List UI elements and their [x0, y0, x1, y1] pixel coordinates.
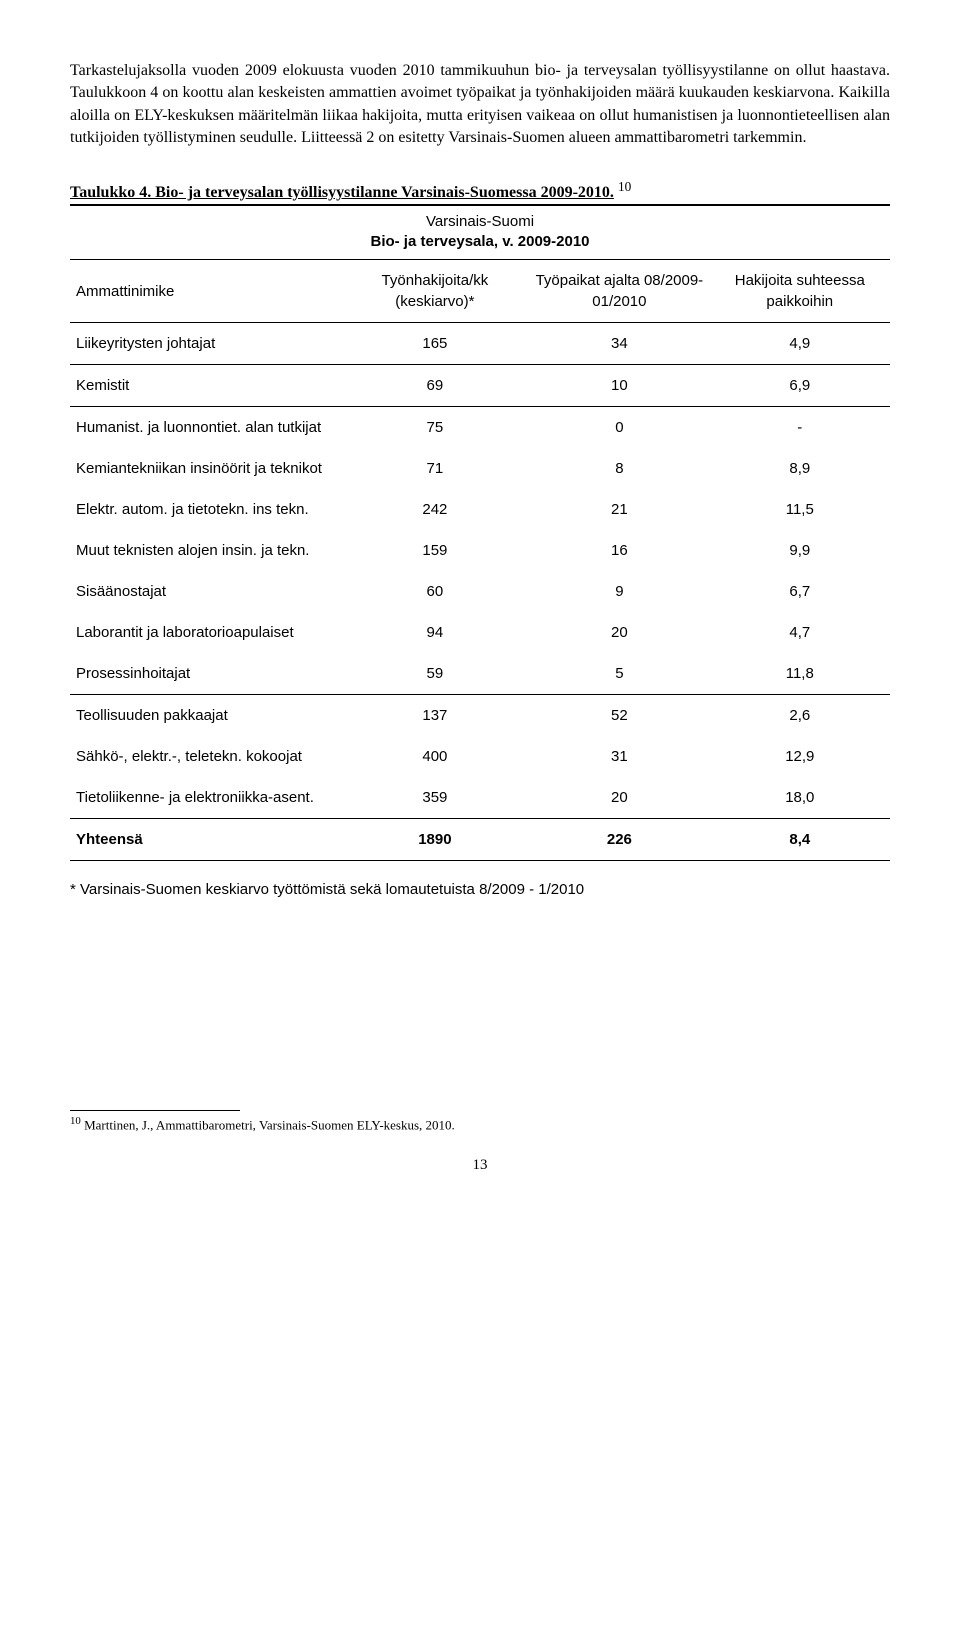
header-col1: Ammattinimike — [70, 260, 341, 323]
cell-v2: 20 — [529, 777, 709, 819]
cell-v2: 5 — [529, 653, 709, 695]
cell-v3: 6,9 — [710, 365, 890, 407]
cell-v1: 400 — [341, 736, 530, 777]
total-cell: 1890 — [341, 819, 530, 861]
cell-v1: 165 — [341, 323, 530, 365]
cell-v3: 2,6 — [710, 695, 890, 737]
footnote-text: Marttinen, J., Ammattibarometri, Varsina… — [81, 1118, 455, 1133]
total-cell: 226 — [529, 819, 709, 861]
cell-name: Elektr. autom. ja tietotekn. ins tekn. — [70, 489, 341, 530]
cell-name: Humanist. ja luonnontiet. alan tutkijat — [70, 407, 341, 449]
header-col2: Työnhakijoita/kk (keskiarvo)* — [341, 260, 530, 323]
cell-v1: 137 — [341, 695, 530, 737]
cell-v2: 34 — [529, 323, 709, 365]
table-row: Muut teknisten alojen insin. ja tekn.159… — [70, 530, 890, 571]
footnote-number: 10 — [70, 1115, 81, 1127]
cell-name: Sähkö-, elektr.-, teletekn. kokoojat — [70, 736, 341, 777]
cell-v1: 69 — [341, 365, 530, 407]
cell-v2: 21 — [529, 489, 709, 530]
table-row: Prosessinhoitajat59511,8 — [70, 653, 890, 695]
cell-name: Muut teknisten alojen insin. ja tekn. — [70, 530, 341, 571]
cell-v1: 71 — [341, 448, 530, 489]
cell-v2: 10 — [529, 365, 709, 407]
cell-name: Sisäänostajat — [70, 571, 341, 612]
cell-v3: 12,9 — [710, 736, 890, 777]
cell-name: Kemiantekniikan insinöörit ja teknikot — [70, 448, 341, 489]
cell-name: Teollisuuden pakkaajat — [70, 695, 341, 737]
table-row: Humanist. ja luonnontiet. alan tutkijat7… — [70, 407, 890, 449]
intro-paragraph: Tarkastelujaksolla vuoden 2009 elokuusta… — [70, 60, 890, 150]
table-row: Kemistit69106,9 — [70, 365, 890, 407]
total-cell: 8,4 — [710, 819, 890, 861]
cell-v3: 4,9 — [710, 323, 890, 365]
cell-v2: 52 — [529, 695, 709, 737]
table-row: Elektr. autom. ja tietotekn. ins tekn.24… — [70, 489, 890, 530]
table-row: Kemiantekniikan insinöörit ja teknikot71… — [70, 448, 890, 489]
page-number: 13 — [70, 1155, 890, 1176]
cell-v1: 59 — [341, 653, 530, 695]
caption-text: Taulukko 4. Bio- ja terveysalan työllisy… — [70, 184, 614, 201]
cell-v2: 9 — [529, 571, 709, 612]
cell-v2: 8 — [529, 448, 709, 489]
cell-v3: 11,8 — [710, 653, 890, 695]
cell-v1: 75 — [341, 407, 530, 449]
cell-v3: 11,5 — [710, 489, 890, 530]
table-header-row: Ammattinimike Työnhakijoita/kk (keskiarv… — [70, 260, 890, 323]
total-cell: Yhteensä — [70, 819, 341, 861]
title-line1: Varsinais-Suomi — [426, 213, 534, 230]
table-row: Liikeyritysten johtajat165344,9 — [70, 323, 890, 365]
table-title: Varsinais-Suomi Bio- ja terveysala, v. 2… — [70, 204, 890, 260]
footnote-line: 10 Marttinen, J., Ammattibarometri, Vars… — [70, 1114, 890, 1135]
cell-v1: 242 — [341, 489, 530, 530]
table-total-row: Yhteensä18902268,4 — [70, 819, 890, 861]
page-footnotes: 10 Marttinen, J., Ammattibarometri, Vars… — [70, 1110, 890, 1135]
cell-v1: 94 — [341, 612, 530, 653]
cell-v3: 6,7 — [710, 571, 890, 612]
table-row: Tietoliikenne- ja elektroniikka-asent.35… — [70, 777, 890, 819]
header-col4: Hakijoita suhteessa paikkoihin — [710, 260, 890, 323]
cell-v3: 8,9 — [710, 448, 890, 489]
cell-v2: 20 — [529, 612, 709, 653]
table-caption: Taulukko 4. Bio- ja terveysalan työllisy… — [70, 178, 890, 205]
footnote-rule — [70, 1110, 240, 1111]
table-row: Laborantit ja laboratorioapulaiset94204,… — [70, 612, 890, 653]
cell-v1: 159 — [341, 530, 530, 571]
cell-v2: 16 — [529, 530, 709, 571]
cell-v3: 4,7 — [710, 612, 890, 653]
cell-v3: 9,9 — [710, 530, 890, 571]
cell-v1: 60 — [341, 571, 530, 612]
table-container: Varsinais-Suomi Bio- ja terveysala, v. 2… — [70, 204, 890, 900]
cell-v3: 18,0 — [710, 777, 890, 819]
cell-name: Prosessinhoitajat — [70, 653, 341, 695]
header-col3: Työpaikat ajalta 08/2009-01/2010 — [529, 260, 709, 323]
title-line2: Bio- ja terveysala, v. 2009-2010 — [370, 233, 589, 250]
cell-name: Kemistit — [70, 365, 341, 407]
cell-v1: 359 — [341, 777, 530, 819]
table-footnote: * Varsinais-Suomen keskiarvo työttömistä… — [70, 879, 890, 900]
table-row: Sähkö-, elektr.-, teletekn. kokoojat4003… — [70, 736, 890, 777]
cell-v3: - — [710, 407, 890, 449]
cell-v2: 0 — [529, 407, 709, 449]
data-table: Ammattinimike Työnhakijoita/kk (keskiarv… — [70, 260, 890, 861]
cell-name: Liikeyritysten johtajat — [70, 323, 341, 365]
table-row: Sisäänostajat6096,7 — [70, 571, 890, 612]
caption-superscript: 10 — [618, 179, 631, 194]
table-row: Teollisuuden pakkaajat137522,6 — [70, 695, 890, 737]
cell-v2: 31 — [529, 736, 709, 777]
cell-name: Laborantit ja laboratorioapulaiset — [70, 612, 341, 653]
cell-name: Tietoliikenne- ja elektroniikka-asent. — [70, 777, 341, 819]
